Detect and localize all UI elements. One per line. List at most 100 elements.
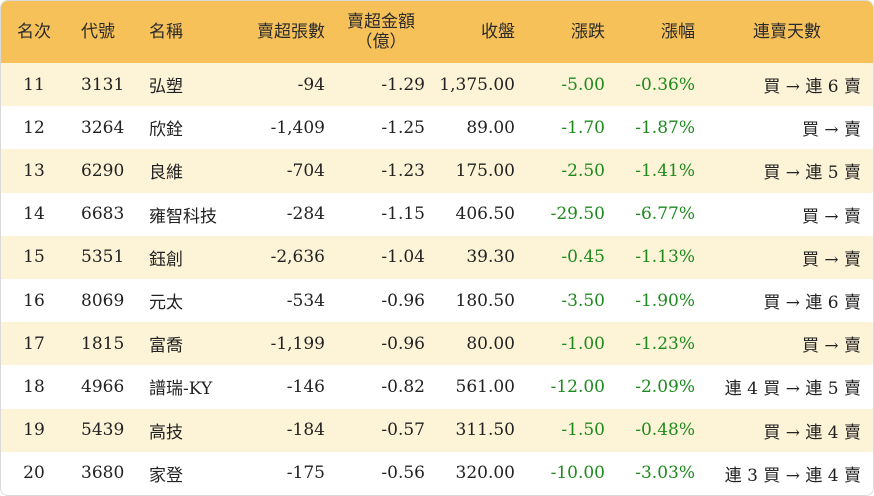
cell-name: 雍智科技	[149, 206, 217, 227]
header-rank: 名次	[17, 22, 51, 42]
cell-change: -2.50	[561, 160, 605, 181]
cell-name: 富喬	[149, 336, 183, 357]
cell-close: 89.00	[466, 117, 515, 138]
cell-rank: 12	[23, 117, 45, 138]
cell-close: 311.50	[455, 420, 515, 441]
header-close: 收盤	[481, 22, 515, 42]
cell-rank: 15	[23, 247, 45, 268]
cell-name: 家登	[149, 465, 183, 486]
cell-code: 5439	[81, 420, 125, 441]
cell-code: 6683	[81, 204, 125, 225]
cell-code: 6290	[81, 160, 125, 181]
cell-sell-amount: -1.04	[381, 247, 425, 268]
cell-rank: 17	[23, 333, 45, 354]
cell-code: 8069	[81, 290, 125, 311]
cell-change-pct: -0.36%	[635, 74, 695, 95]
cell-close: 320.00	[455, 463, 515, 484]
cell-streak: 買 → 連 4 賣	[763, 422, 861, 443]
header-change-pct: 漲幅	[661, 22, 695, 42]
header-sell-lots: 賣超張數	[257, 22, 325, 42]
cell-change-pct: -0.48%	[635, 420, 695, 441]
cell-change: -5.00	[561, 74, 605, 95]
cell-change-pct: -1.23%	[635, 333, 695, 354]
cell-change: -0.45	[561, 247, 605, 268]
cell-streak: 買 → 賣	[801, 336, 861, 357]
cell-change-pct: -2.09%	[635, 376, 695, 397]
cell-streak: 買 → 賣	[801, 206, 861, 227]
cell-sell-lots: -2,636	[270, 247, 325, 268]
cell-change-pct: -1.87%	[635, 117, 695, 138]
cell-rank: 13	[23, 160, 45, 181]
cell-close: 180.50	[455, 290, 515, 311]
table-row: 19 5439 高技 -184 -0.57 311.50 -1.50 -0.48…	[1, 408, 873, 452]
cell-rank: 11	[23, 74, 45, 95]
header-sell-amount-line1: 賣超金額	[347, 12, 415, 32]
table-row: 11 3131 弘塑 -94 -1.29 1,375.00 -5.00 -0.3…	[1, 63, 873, 107]
cell-sell-lots: -1,199	[270, 333, 325, 354]
cell-streak: 買 → 連 5 賣	[763, 163, 861, 184]
cell-sell-amount: -1.25	[381, 117, 425, 138]
cell-name: 欣銓	[149, 120, 183, 141]
cell-rank: 18	[23, 376, 45, 397]
table-row: 20 3680 家登 -175 -0.56 320.00 -10.00 -3.0…	[1, 451, 873, 495]
cell-change: -1.50	[561, 420, 605, 441]
cell-close: 80.00	[466, 333, 515, 354]
cell-change: -1.70	[561, 117, 605, 138]
cell-name: 高技	[149, 422, 183, 443]
cell-sell-lots: -534	[286, 290, 325, 311]
header-code: 代號	[81, 22, 115, 42]
cell-change: -3.50	[561, 290, 605, 311]
table-row: 16 8069 元太 -534 -0.96 180.50 -3.50 -1.90…	[1, 278, 873, 323]
cell-streak: 買 → 賣	[801, 249, 861, 270]
cell-sell-lots: -284	[286, 204, 325, 225]
cell-sell-lots: -1,409	[270, 117, 325, 138]
cell-code: 5351	[81, 247, 125, 268]
cell-code: 1815	[81, 333, 125, 354]
header-sell-amount: 賣超金額 （億）	[331, 1, 431, 63]
cell-change: -10.00	[550, 463, 605, 484]
table-row: 15 5351 鈺創 -2,636 -1.04 39.30 -0.45 -1.1…	[1, 235, 873, 279]
cell-sell-amount: -0.57	[381, 420, 425, 441]
cell-name: 元太	[149, 293, 183, 314]
cell-sell-amount: -0.96	[381, 333, 425, 354]
cell-change: -1.00	[561, 333, 605, 354]
cell-sell-lots: -184	[286, 420, 325, 441]
cell-sell-amount: -1.23	[381, 160, 425, 181]
cell-change-pct: -1.90%	[635, 290, 695, 311]
table-row: 12 3264 欣銓 -1,409 -1.25 89.00 -1.70 -1.8…	[1, 106, 873, 150]
cell-change-pct: -1.13%	[635, 247, 695, 268]
cell-change-pct: -1.41%	[635, 160, 695, 181]
cell-name: 良維	[149, 163, 183, 184]
table-row: 14 6683 雍智科技 -284 -1.15 406.50 -29.50 -6…	[1, 192, 873, 236]
cell-change: -29.50	[550, 204, 605, 225]
cell-code: 3680	[81, 463, 125, 484]
cell-sell-amount: -0.82	[381, 376, 425, 397]
cell-sell-lots: -146	[286, 376, 325, 397]
cell-change: -12.00	[550, 376, 605, 397]
cell-sell-lots: -704	[286, 160, 325, 181]
cell-close: 39.30	[466, 247, 515, 268]
table-row: 18 4966 譜瑞-KY -146 -0.82 561.00 -12.00 -…	[1, 365, 873, 409]
cell-change-pct: -6.77%	[635, 204, 695, 225]
cell-close: 1,375.00	[439, 74, 515, 95]
table-row: 17 1815 富喬 -1,199 -0.96 80.00 -1.00 -1.2…	[1, 322, 873, 366]
cell-rank: 16	[23, 290, 45, 311]
cell-change-pct: -3.03%	[635, 463, 695, 484]
cell-code: 3264	[81, 117, 125, 138]
cell-sell-amount: -1.29	[381, 74, 425, 95]
cell-close: 561.00	[455, 376, 515, 397]
cell-streak: 買 → 連 6 賣	[763, 77, 861, 98]
cell-streak: 買 → 連 6 賣	[763, 293, 861, 314]
table-row: 13 6290 良維 -704 -1.23 175.00 -2.50 -1.41…	[1, 149, 873, 193]
cell-close: 175.00	[455, 160, 515, 181]
cell-sell-lots: -94	[297, 74, 325, 95]
cell-sell-amount: -0.96	[381, 290, 425, 311]
cell-rank: 19	[23, 420, 45, 441]
cell-streak: 連 3 買 → 連 4 賣	[724, 465, 861, 486]
header-streak: 連賣天數	[753, 22, 821, 42]
header-name: 名稱	[149, 22, 183, 42]
header-sell-amount-line2: （億）	[355, 32, 407, 52]
cell-code: 4966	[81, 376, 125, 397]
